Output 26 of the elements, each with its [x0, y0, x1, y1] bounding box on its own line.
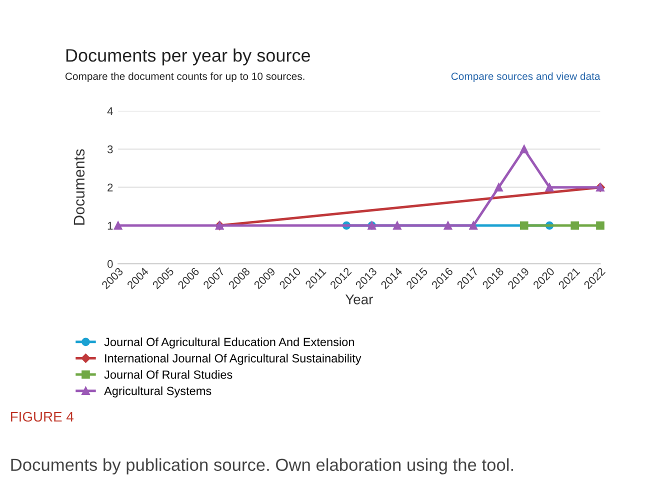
chart-subtitle: Compare the document counts for up to 10 sources. [65, 72, 304, 82]
text: Compare sources and view data [451, 72, 600, 82]
legend-label: Journal Of Rural Studies [104, 370, 232, 379]
point [393, 221, 402, 230]
y-tick-label: 0 [107, 260, 113, 268]
point [545, 183, 554, 192]
point [520, 144, 528, 154]
point [469, 221, 478, 230]
legend-label: International Journal Of Agricultural Sustainability [105, 354, 362, 365]
x-axis-title: Year [345, 294, 373, 304]
point [520, 221, 528, 230]
y-tick-label: 4 [107, 107, 113, 115]
y-tick-label: 2 [108, 184, 113, 192]
y-axis-title: Documents [74, 149, 85, 225]
text: Documents by publication source. Own elaboration using the tool. [11, 458, 513, 474]
point [444, 221, 452, 230]
chart-title: Documents per year by source [66, 48, 310, 66]
legend-label: Agricultural Systems [104, 386, 212, 398]
y-tick-label: 1 [108, 222, 113, 230]
point [114, 221, 122, 230]
point [596, 221, 604, 230]
legend-label: Journal Of Agricultural Education And Extension [104, 337, 354, 348]
point [570, 221, 580, 230]
point [494, 183, 503, 192]
y-tick-label: 3 [107, 145, 113, 154]
caption: FIGURE 4 [10, 412, 74, 422]
